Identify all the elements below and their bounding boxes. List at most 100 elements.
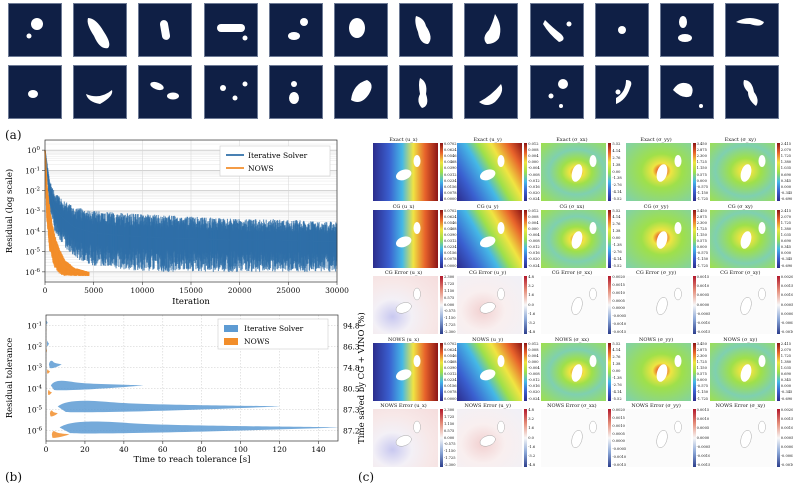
x-tick-label: 140 — [311, 445, 326, 454]
field-cell-title: Exact (σ_yy) — [640, 137, 672, 143]
colorbar-tick-label: 2.875 — [696, 214, 707, 219]
colorbar-tick-label: 1.035 — [780, 232, 792, 237]
geometry-hole — [656, 155, 682, 182]
colorbar-tick-label: 1.38 — [612, 162, 621, 167]
field-cell-title: CG Error (u_y) — [469, 270, 507, 276]
colorbar-tick-label: 0.004 — [528, 154, 539, 159]
colorbar-tick-label: 0.575 — [444, 428, 455, 433]
geometry-hole — [395, 155, 421, 181]
field-cell-title: CG (u_x) — [392, 203, 415, 210]
geometry-hole — [740, 221, 766, 249]
x-tick-label: 25000 — [276, 286, 300, 295]
colorbar-tick-label: 0.0312 — [444, 239, 457, 244]
colorbar-tick-label: 0.0234 — [444, 378, 457, 383]
colorbar-tick-label: -0.024 — [528, 197, 540, 201]
geometry-hole — [740, 287, 766, 315]
colorbar — [776, 342, 780, 401]
colorbar-tick-label: 0.345 — [780, 378, 792, 383]
legend-label: Iterative Solver — [248, 151, 308, 160]
field-map — [541, 143, 607, 201]
colorbar-tick-label: -0.0005 — [780, 320, 793, 325]
colorbar-tick-label: 0.0000 — [444, 396, 457, 401]
panel-a-label: (a) — [5, 128, 22, 142]
geometry-shape — [479, 84, 503, 105]
colorbar-tick-label: 0.0468 — [444, 359, 457, 364]
violin-iterative-solver — [48, 360, 62, 369]
geometry-shape — [28, 90, 38, 98]
colorbar-tick-label: 5.52 — [612, 208, 621, 213]
colorbar-tick-label: 0.012 — [528, 341, 539, 346]
colorbar-tick-label: 0.575 — [696, 239, 707, 244]
violin-iterative-solver — [46, 320, 48, 325]
colorbar-tick-label: 0.0078 — [444, 390, 457, 395]
field-cell: CG (σ_yy) 3.450 2.875 2.300 1.725 1.150 0.575 0… — [624, 204, 708, 271]
y-tick-label: 10-5 — [25, 248, 40, 257]
colorbar — [440, 276, 443, 334]
field-map — [625, 276, 691, 334]
colorbar-tick-label: 2.300 — [444, 275, 455, 279]
colorbar-tick-label: -1.38 — [612, 176, 622, 181]
colorbar-tick-label: 0.575 — [696, 172, 707, 177]
y-tick-label: 10-3 — [27, 364, 42, 373]
geometry-hole — [656, 221, 682, 249]
legend-label: NOWS — [244, 337, 270, 346]
colorbar-tick-label: 0.690 — [780, 239, 792, 244]
colorbar — [440, 143, 443, 201]
violin-iterative-solver — [46, 340, 49, 347]
field-cell-title: NOWS (σ_xx) — [554, 336, 589, 343]
geometry-hole — [395, 287, 421, 314]
colorbar-tick-label: -1.150 — [696, 257, 709, 262]
colorbar-tick-label: -5.52 — [612, 396, 622, 401]
colorbar-tick-label: 1.6 — [528, 293, 534, 298]
field-map — [541, 209, 607, 268]
colorbar-tick-label: -0.0015 — [612, 463, 627, 467]
field-cell: CG Error (σ_xx) 0.0020 0.0015 0.0010 0.0005 0… — [539, 270, 626, 337]
colorbar-tick-label: 0.0015 — [612, 415, 625, 420]
colorbar-tick-label: -0.0005 — [780, 453, 793, 458]
colorbar-tick-label: -5.52 — [612, 263, 622, 268]
geometry-shape — [736, 18, 765, 26]
geometry-hole — [572, 354, 597, 382]
field-cell: CG Error (u_x) 2.300 1.725 1.150 0.575 0.000 -… — [371, 270, 456, 337]
geometry-hole — [479, 287, 505, 314]
y-axis-label: Residual (log scale) — [4, 169, 15, 253]
chart-legend: Iterative Solver NOWS — [217, 318, 329, 350]
field-map — [541, 409, 607, 467]
field-cell: Exact (σ_yy) 3.450 2.875 2.300 1.725 1.150 0.5… — [624, 137, 708, 204]
colorbar-tick-label: 0.345 — [780, 178, 792, 183]
violin-iterative-solver — [50, 380, 144, 391]
colorbar-tick-label: 3.2 — [528, 417, 534, 422]
field-cell-title: Exact (u_y) — [473, 137, 502, 143]
colorbar-tick-label: -0.690 — [780, 396, 793, 401]
violin-nows — [47, 389, 52, 396]
x-tick-label: 20000 — [228, 286, 252, 295]
geometry-shape — [160, 20, 171, 40]
colorbar-tick-label: 0.000 — [696, 378, 707, 383]
colorbar-tick-label: 0.0390 — [444, 365, 457, 370]
colorbar-tick-label: -0.020 — [528, 257, 540, 262]
colorbar-tick-label: 0.0020 — [612, 408, 625, 412]
field-cell-title: CG Error (σ_xx) — [551, 270, 593, 276]
chart-legend: Iterative Solver NOWS — [219, 145, 331, 177]
field-map — [541, 276, 607, 334]
colorbar-tick-label: -5.52 — [612, 197, 622, 201]
colorbar — [692, 209, 696, 268]
colorbar-tick-label: -0.0005 — [696, 444, 711, 449]
colorbar-tick-label: 0.00 — [612, 169, 621, 174]
colorbar-tick-label: -1.725 — [696, 396, 709, 401]
colorbar-tick-label: 0.0468 — [444, 160, 457, 165]
right-axis-value: 74.8 — [343, 364, 360, 373]
colorbar-tick-label: 1.725 — [444, 281, 455, 286]
field-cell-title: CG Error (u_x) — [384, 270, 423, 276]
legend-label: Iterative Solver — [244, 324, 304, 333]
colorbar-tick-label: -1.6 — [528, 311, 536, 316]
colorbar-tick-label: 0.0015 — [696, 275, 710, 279]
x-tick-label: 120 — [272, 445, 287, 454]
colorbar-tick-label: -0.575 — [696, 251, 709, 256]
colorbar-tick-label: -0.0010 — [696, 453, 711, 458]
geometry-hole — [656, 420, 682, 448]
colorbar-tick-label: 0.0078 — [444, 257, 457, 262]
geometry-shape — [87, 18, 110, 49]
colorbar-tick-label: 3.450 — [696, 142, 707, 146]
colorbar-tick-label: -0.008 — [528, 239, 540, 244]
